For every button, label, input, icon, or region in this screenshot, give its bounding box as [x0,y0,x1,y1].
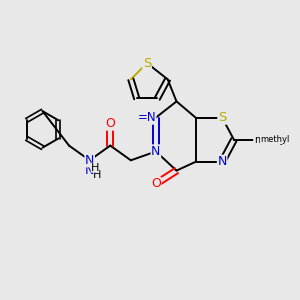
Text: S: S [218,111,226,124]
Text: methyl: methyl [0,299,1,300]
Text: O: O [105,117,115,130]
Text: methyl: methyl [260,135,290,144]
Text: N: N [85,164,94,177]
Text: methyl: methyl [254,135,288,145]
Text: O: O [151,177,161,190]
Text: H: H [91,163,99,173]
Text: S: S [143,57,151,70]
Text: N: N [85,154,94,167]
Text: N: N [151,145,160,158]
Text: =N: =N [137,111,156,124]
Text: N: N [218,155,227,168]
Text: methyl: methyl [260,135,290,144]
Text: H: H [93,170,101,180]
Text: methyl: methyl [0,299,1,300]
